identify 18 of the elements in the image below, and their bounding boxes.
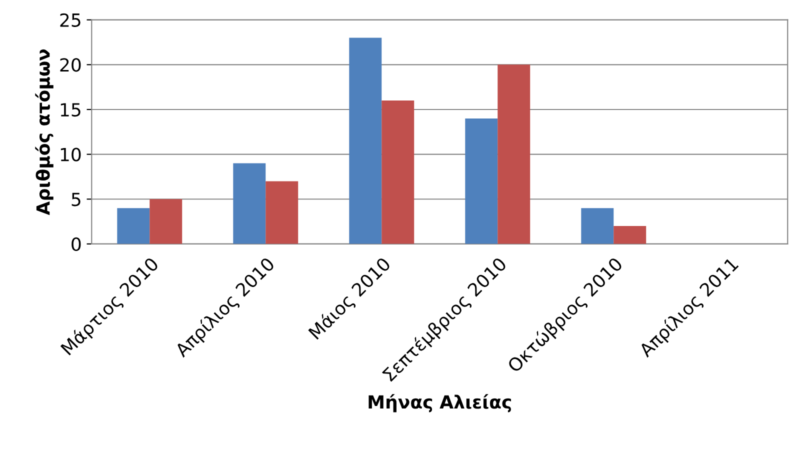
bar [465,118,498,244]
bar [498,64,530,244]
bar [233,163,266,244]
y-tick-label: 15 [60,103,80,117]
y-tick-label: 0 [72,237,81,252]
bar [150,199,182,244]
bar [382,100,414,244]
y-tick-label: 20 [60,58,81,72]
y-tick-label: 25 [60,13,80,27]
y-tick-label: 10 [60,148,81,162]
bar [349,38,382,244]
bar [581,208,614,244]
x-axis-title: Μήνας Αλιείας [368,394,511,412]
y-tick-label: 5 [72,192,80,206]
bar [117,208,150,244]
bar [614,226,646,244]
y-axis-title: Αριθμός ατόμων [35,49,54,216]
bar [266,181,298,244]
